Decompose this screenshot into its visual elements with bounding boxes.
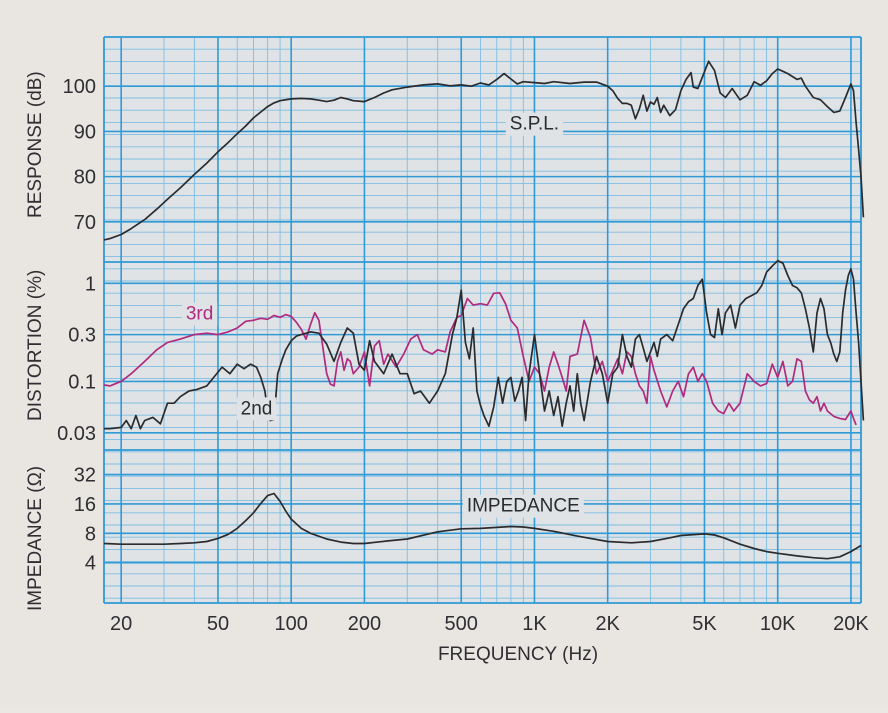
x-tick-label: 200 [348,613,381,635]
series-line-impedance [103,492,862,560]
ticks-layer: 100 90 80 70 1 0.3 0.1 0.03 32 16 8 4 20 50 100 200 500 1… [57,76,869,635]
curve-label-backing [181,302,218,326]
y-tick-label: 0.03 [57,423,96,445]
curve-label-backing [236,397,277,421]
labels-layer: S.P.L. 3rd 2nd IMPEDANCE [181,112,584,518]
x-tick-label: 500 [445,613,478,635]
x-tick-label: 5K [692,613,717,635]
curve-label-impedance: IMPEDANCE [467,496,580,517]
y-tick-label: 90 [74,121,96,143]
y-axis-title-response: RESPONSE (dB) [25,71,46,218]
y-tick-label: 4 [85,553,96,575]
series-line-s-p-l- [103,60,865,241]
x-tick-label: 20 [110,613,132,635]
y-tick-label: 0.1 [68,371,96,393]
x-tick-label: 2K [595,613,620,635]
y-tick-label: 70 [74,212,96,234]
y-tick-label: 8 [85,523,96,545]
curve-label-backing [505,112,564,136]
y-axis-title-impedance: IMPEDANCE (Ω) [25,466,46,611]
y-tick-label: 100 [63,76,96,98]
x-axis-title: FREQUENCY (Hz) [438,644,598,665]
curve-label-2nd: 2nd [241,398,273,419]
x-tick-label: 10K [760,613,796,635]
y-axis-title-distortion: DISTORTION (%) [25,270,46,421]
curve-label-s-p-l-: S.P.L. [510,114,559,135]
curve-label-backing [462,494,584,518]
x-tick-label: 20K [833,613,869,635]
y-tick-label: 16 [74,494,96,516]
x-tick-label: 1K [522,613,547,635]
y-tick-label: 80 [74,167,96,189]
curve-label-3rd: 3rd [186,304,213,325]
grid-layer [103,36,862,604]
y-tick-label: 0.3 [68,325,96,347]
x-tick-label: 100 [275,613,308,635]
x-tick-label: 50 [207,613,229,635]
y-tick-label: 32 [74,465,96,487]
y-tick-label: 1 [85,273,96,295]
